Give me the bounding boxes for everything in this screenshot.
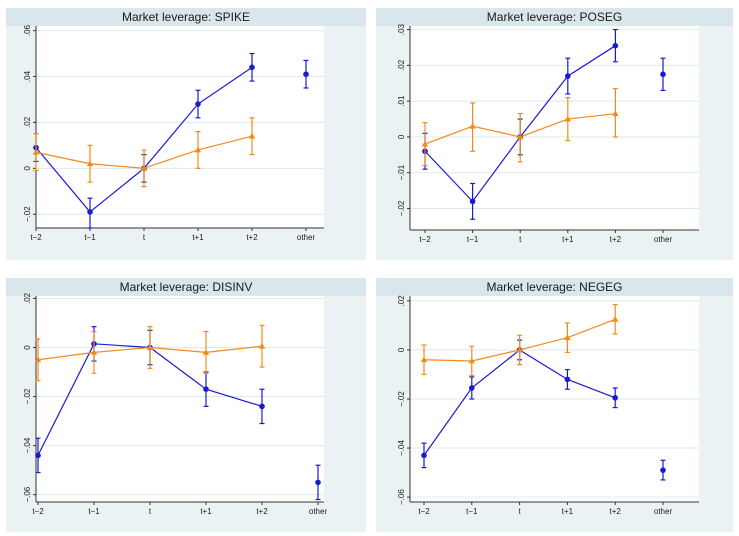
y-tick-label: −.02: [23, 206, 32, 222]
data-point-orange: [146, 344, 154, 350]
data-point-orange: [34, 356, 42, 363]
data-point-orange: [517, 133, 524, 140]
data-point-blue: [303, 71, 309, 78]
chart-plot-poseg: −.02 −.01 0 .01 .02 .03 t−2 t−1 t t+1 t+2 other: [397, 23, 699, 244]
data-point-blue: [469, 385, 475, 391]
data-point-orange: [421, 140, 429, 147]
data-point-orange: [248, 132, 256, 139]
chart-title: Market leverage: POSEG: [376, 8, 733, 26]
data-point-blue: [259, 403, 265, 410]
data-point-orange: [564, 334, 571, 341]
data-point-orange: [469, 122, 476, 129]
x-tick-label: t+1: [562, 507, 574, 516]
data-point-orange: [468, 357, 475, 364]
data-point-blue: [612, 394, 618, 401]
y-tick-label: .02: [397, 295, 406, 307]
data-point-blue: [660, 467, 666, 473]
plot-area: [36, 26, 324, 228]
data-point-blue: [195, 101, 201, 107]
y-tick-label: .02: [23, 292, 32, 304]
data-point-blue: [203, 386, 209, 392]
x-tick-label: t−2: [419, 235, 431, 244]
x-tick-label: t−2: [30, 233, 42, 242]
chart-title: Market leverage: NEGEG: [376, 278, 733, 296]
data-point-orange: [612, 315, 619, 322]
y-tick-label: −.06: [23, 486, 32, 502]
chart-title: Market leverage: SPIKE: [6, 8, 366, 26]
y-tick-label: −.04: [23, 437, 32, 453]
x-tick-label: t−1: [466, 507, 478, 516]
x-tick-label: t−1: [467, 235, 479, 244]
x-tick-label: t: [519, 235, 522, 244]
data-point-blue: [249, 64, 255, 71]
x-tick-label: t+2: [610, 507, 622, 516]
data-point-blue: [87, 209, 93, 215]
x-tick-label: t−2: [418, 507, 430, 516]
x-tick-label: t−1: [84, 233, 96, 242]
plot-area: [410, 26, 699, 230]
x-tick-label: t+1: [200, 507, 212, 516]
data-point-blue: [564, 376, 571, 383]
chart-panel-negeg: Market leverage: NEGEG −.06 −.04 −.02 0 .02 t…: [376, 278, 733, 532]
data-point-orange: [194, 146, 202, 153]
y-tick-label: .02: [23, 116, 32, 128]
data-point-orange: [258, 342, 266, 349]
data-point-blue: [421, 452, 427, 459]
chart-panel-spike: Market leverage: SPIKE −.02 0 .02 .04 .06 t−2…: [6, 8, 366, 260]
y-tick-label: −.02: [397, 391, 406, 407]
y-tick-label: −.02: [23, 388, 32, 404]
chart-plot-negeg: −.06 −.04 −.02 0 .02 t−2 t−1 t t+1 t+2 other: [397, 295, 699, 516]
y-tick-label: 0: [23, 345, 32, 350]
data-point-orange: [86, 160, 94, 167]
y-tick-label: .01: [397, 95, 406, 107]
chart-panel-disinv: Market leverage: DISINV −.06 −.04 −.02 0 .02…: [6, 278, 366, 532]
data-point-blue: [565, 73, 571, 79]
x-tick-label: t: [143, 233, 146, 242]
chart-plot-spike: −.02 0 .02 .04 .06 t−2 t−1 t t+1 t+2 other: [23, 24, 324, 242]
data-point-blue: [660, 71, 666, 78]
x-tick-label: other: [297, 233, 316, 242]
chart-panel-poseg: Market leverage: POSEG −.02 −.01 0 .01 .02 .0…: [376, 8, 733, 260]
x-tick-label: t+1: [562, 235, 574, 244]
data-point-blue: [35, 452, 41, 459]
data-point-blue: [469, 198, 476, 205]
plot-area: [36, 296, 324, 502]
x-tick-label: t: [518, 507, 521, 516]
y-tick-label: 0: [23, 166, 32, 171]
y-tick-label: 0: [397, 134, 406, 139]
chart-plot-disinv: −.06 −.04 −.02 0 .02 t−2 t−1 t t+1 t+2 other: [23, 292, 328, 516]
data-point-blue: [315, 479, 321, 486]
data-point-orange: [420, 356, 428, 363]
x-tick-label: t: [149, 507, 152, 516]
x-tick-label: t+2: [256, 507, 268, 516]
data-point-orange: [90, 349, 98, 355]
y-tick-label: −.04: [397, 440, 406, 456]
x-tick-label: other: [654, 235, 673, 244]
x-tick-label: t+1: [192, 233, 204, 242]
y-tick-label: .02: [397, 59, 406, 71]
y-tick-label: −.06: [397, 489, 406, 505]
x-tick-label: other: [654, 507, 673, 516]
x-tick-label: other: [309, 507, 328, 516]
data-point-orange: [140, 164, 148, 171]
data-point-orange: [564, 115, 571, 122]
data-point-orange: [612, 110, 619, 117]
data-point-orange: [32, 148, 40, 155]
x-tick-label: t−2: [32, 507, 44, 516]
y-tick-label: −.02: [397, 200, 406, 216]
y-tick-label: 0: [397, 347, 406, 352]
x-tick-label: t−1: [88, 507, 100, 516]
x-tick-label: t+2: [246, 233, 258, 242]
y-tick-label: .06: [23, 24, 32, 36]
data-point-orange: [516, 346, 523, 353]
data-point-orange: [202, 349, 210, 355]
chart-title: Market leverage: DISINV: [6, 278, 366, 296]
y-tick-label: .04: [23, 70, 32, 82]
x-tick-label: t+2: [610, 235, 622, 244]
y-tick-label: −.01: [397, 164, 406, 180]
data-point-blue: [612, 42, 619, 49]
y-tick-label: .03: [397, 23, 406, 35]
